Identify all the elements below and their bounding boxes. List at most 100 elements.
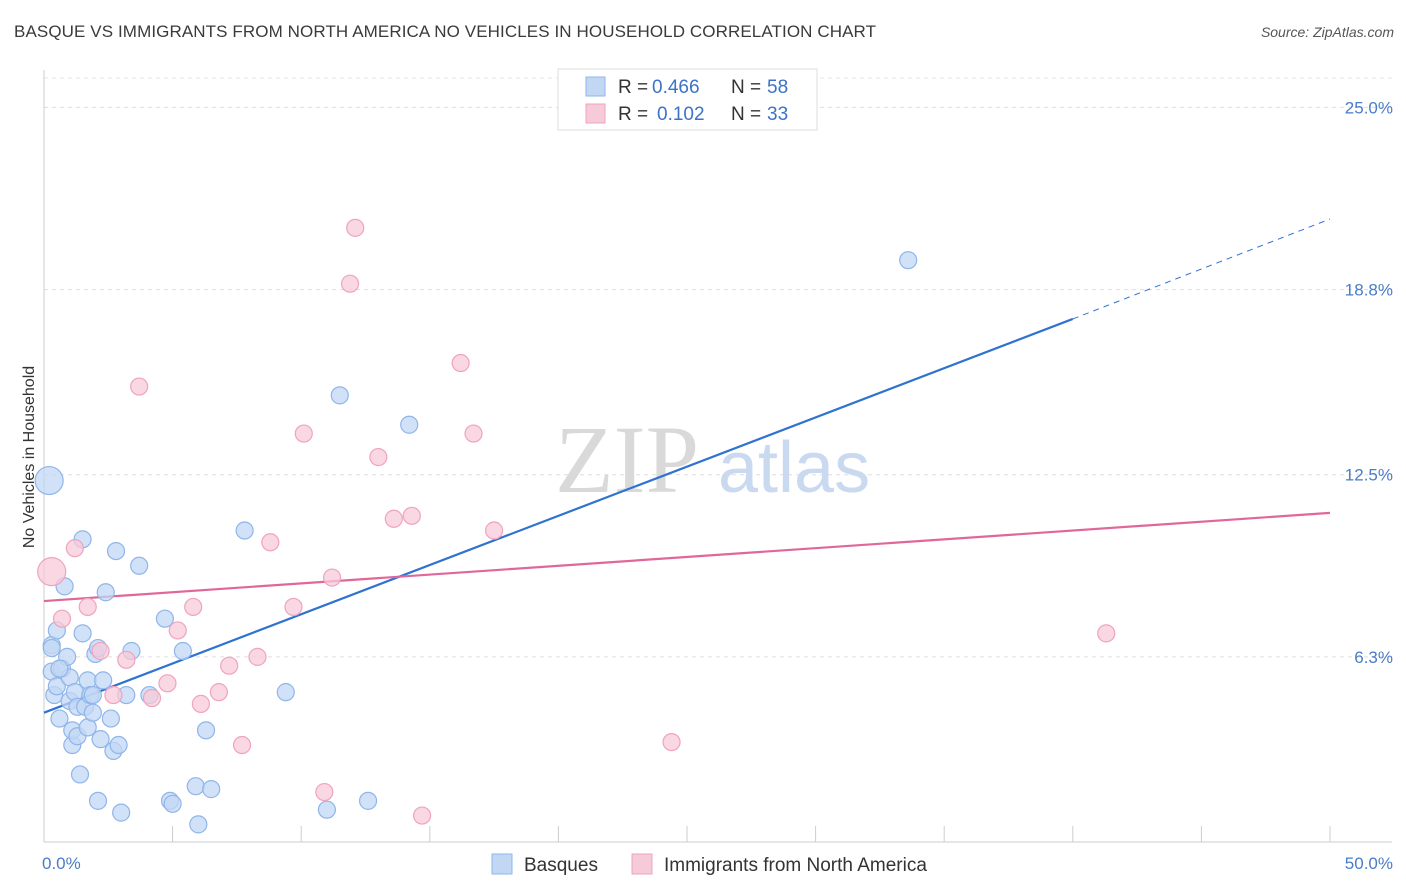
point-0-38 xyxy=(130,556,149,575)
watermark-zip: ZIP xyxy=(555,406,699,513)
point-1-10 xyxy=(168,621,187,640)
x-tick-label-0: 0.0% xyxy=(42,854,81,873)
point-1-12 xyxy=(191,694,210,713)
point-1-29 xyxy=(464,424,483,443)
point-1-14 xyxy=(220,656,239,675)
point-1-6 xyxy=(117,650,136,669)
bottom-legend-swatch-basques xyxy=(491,853,513,875)
point-1-0 xyxy=(37,557,67,587)
legend-n-value-1: 58 xyxy=(767,77,788,98)
point-0-46 xyxy=(196,721,216,740)
point-0-24 xyxy=(83,703,102,722)
y-tick-label-3: 25.0% xyxy=(1345,98,1393,117)
point-1-24 xyxy=(369,447,388,467)
legend: R = 0.466 N = 58 R = 0.102 N = 33 xyxy=(557,68,818,131)
point-0-49 xyxy=(276,683,295,702)
watermark: ZIP atlas xyxy=(555,406,870,513)
point-0-40 xyxy=(155,609,174,628)
chart-source: Source: ZipAtlas.com xyxy=(1260,24,1394,40)
point-1-28 xyxy=(451,353,470,373)
point-1-5 xyxy=(104,685,123,705)
point-0-27 xyxy=(88,791,108,810)
bottom-legend: Basques Immigrants from North America xyxy=(491,853,927,876)
chart-title: BASQUE VS IMMIGRANTS FROM NORTH AMERICA … xyxy=(14,22,877,41)
point-1-16 xyxy=(248,647,267,666)
point-0-31 xyxy=(101,709,120,728)
point-0-33 xyxy=(106,541,126,561)
bottom-legend-swatch-immigrants xyxy=(631,853,653,875)
point-0-53 xyxy=(400,415,419,434)
point-0-50 xyxy=(317,800,337,819)
y-tick-label-0: 6.3% xyxy=(1354,648,1393,667)
point-0-54 xyxy=(899,251,918,270)
x-tick-labels: 0.0% 50.0% xyxy=(42,854,1393,873)
point-0-55 xyxy=(42,638,61,658)
point-1-11 xyxy=(184,597,203,617)
legend-r-label-1: R = xyxy=(618,77,648,98)
point-0-6 xyxy=(50,709,69,728)
bottom-legend-label-basques: Basques xyxy=(524,855,598,876)
point-0-0 xyxy=(34,465,64,496)
point-1-18 xyxy=(284,597,303,617)
point-0-17 xyxy=(70,765,90,784)
point-1-21 xyxy=(322,568,342,587)
point-1-19 xyxy=(294,424,313,443)
point-1-8 xyxy=(142,688,162,708)
y-tick-labels: 6.3% 12.5% 18.8% 25.0% xyxy=(1345,98,1393,666)
point-1-7 xyxy=(130,377,149,396)
trend-line-1 xyxy=(43,511,1331,603)
legend-r-value-2: 0.102 xyxy=(657,104,705,125)
legend-n-value-2: 33 xyxy=(767,104,788,125)
y-tick-label-2: 18.8% xyxy=(1345,281,1393,300)
point-1-15 xyxy=(232,735,252,755)
point-1-31 xyxy=(662,732,681,752)
point-0-57 xyxy=(50,659,69,678)
axes xyxy=(43,70,1392,843)
point-0-56 xyxy=(83,685,102,705)
point-0-45 xyxy=(189,815,208,834)
data-points xyxy=(34,218,1116,834)
legend-r-label-2: R = xyxy=(618,104,648,125)
trend-line-0 xyxy=(43,317,1074,714)
trend-lines xyxy=(43,218,1331,714)
point-0-43 xyxy=(173,641,192,661)
legend-swatch-basques xyxy=(585,76,606,97)
point-0-29 xyxy=(94,671,113,690)
point-0-19 xyxy=(73,624,92,643)
point-1-4 xyxy=(91,641,110,661)
point-0-48 xyxy=(235,521,254,540)
point-1-27 xyxy=(412,806,432,825)
legend-n-label-2: N = xyxy=(731,104,761,125)
point-0-52 xyxy=(358,791,378,810)
bottom-legend-label-immigrants: Immigrants from North America xyxy=(664,855,927,876)
legend-r-value-1: 0.466 xyxy=(652,77,700,98)
y-tick-label-1: 12.5% xyxy=(1345,466,1393,485)
point-0-42 xyxy=(163,794,182,813)
point-1-23 xyxy=(346,218,365,237)
point-1-26 xyxy=(402,506,421,525)
point-0-30 xyxy=(96,583,115,602)
point-0-51 xyxy=(330,386,349,405)
point-1-1 xyxy=(52,609,72,628)
point-0-34 xyxy=(109,735,128,755)
point-1-20 xyxy=(315,782,334,802)
watermark-atlas: atlas xyxy=(718,428,870,508)
point-1-3 xyxy=(78,597,97,617)
point-1-25 xyxy=(384,509,403,528)
point-0-47 xyxy=(202,780,221,799)
point-1-30 xyxy=(485,521,504,540)
legend-swatch-immigrants xyxy=(585,103,606,124)
point-1-32 xyxy=(1097,624,1116,643)
point-1-13 xyxy=(209,683,228,702)
gridlines xyxy=(44,77,1392,658)
trend-line-extension-0 xyxy=(1072,218,1331,320)
legend-n-label-1: N = xyxy=(731,77,761,98)
y-axis-label: No Vehicles in Household xyxy=(21,366,38,548)
point-1-9 xyxy=(158,674,177,693)
point-0-35 xyxy=(112,803,131,822)
point-0-44 xyxy=(186,777,205,796)
point-1-2 xyxy=(65,539,84,558)
x-tick-label-1: 50.0% xyxy=(1345,854,1393,873)
point-0-5 xyxy=(47,677,66,696)
